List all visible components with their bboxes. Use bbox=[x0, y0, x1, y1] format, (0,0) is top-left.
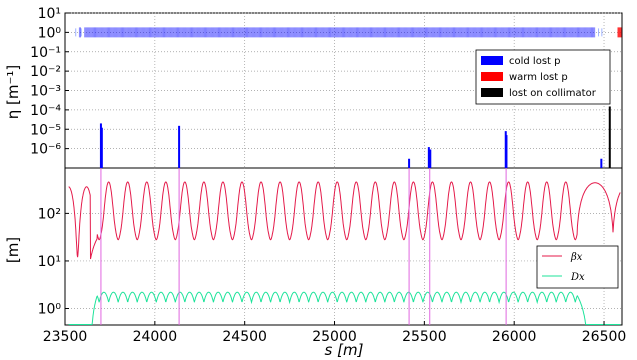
x-tick-label: 23500 bbox=[43, 329, 88, 345]
loss-bar bbox=[178, 125, 181, 168]
legend-label-dx: Dx bbox=[570, 272, 585, 283]
loss-map-y-tick-label: 10⁻⁵ bbox=[30, 122, 61, 138]
warm-element-marker bbox=[617, 27, 622, 38]
loss-map-y-tick-label: 10⁰ bbox=[38, 25, 62, 41]
x-tick-label: 24500 bbox=[222, 329, 267, 345]
loss-bar bbox=[505, 135, 508, 168]
optics-y-tick-label: 10² bbox=[38, 206, 61, 222]
loss-bar bbox=[429, 149, 432, 168]
x-tick-label: 24000 bbox=[133, 329, 178, 345]
loss-bar bbox=[408, 158, 411, 168]
betax-line bbox=[68, 181, 621, 260]
legend-label-collimator: lost on collimator bbox=[509, 88, 597, 99]
x-tick-label: 25000 bbox=[312, 329, 357, 345]
x-tick-label: 26000 bbox=[492, 329, 537, 345]
legend-swatch-warm bbox=[481, 72, 503, 81]
loss-bar bbox=[100, 127, 103, 168]
optics-legend: βx Dx bbox=[536, 245, 619, 289]
dx-line bbox=[68, 291, 621, 325]
loss-map-y-tick-label: 10⁻⁶ bbox=[30, 142, 61, 158]
loss-map-legend: cold lost p warm lost p lost on collimat… bbox=[475, 49, 611, 105]
optics-ylabel: [m] bbox=[4, 237, 22, 263]
loss-map-y-tick-label: 10⁻¹ bbox=[30, 45, 61, 61]
optics-axes bbox=[64, 167, 623, 326]
loss-bar bbox=[600, 158, 603, 168]
legend-label-cold: cold lost p bbox=[509, 56, 560, 67]
loss-map-ylabel: η [m⁻¹] bbox=[4, 65, 22, 120]
loss-map-y-tick-label: 10¹ bbox=[38, 6, 61, 22]
loss-bar bbox=[608, 106, 611, 168]
x-tick-label: 25500 bbox=[402, 329, 447, 345]
optics-y-tick-label: 10⁰ bbox=[38, 302, 62, 318]
optics-xlabel: s [m] bbox=[325, 341, 364, 359]
loss-bar bbox=[427, 147, 430, 168]
legend-swatch-collimator bbox=[481, 88, 503, 97]
legend-swatch-cold bbox=[481, 56, 503, 65]
legend-label-betax: βx bbox=[570, 252, 583, 263]
loss-map-y-tick-label: 10⁻² bbox=[30, 64, 61, 80]
loss-map-y-tick-label: 10⁻⁴ bbox=[30, 103, 61, 119]
optics-y-tick-label: 10¹ bbox=[38, 254, 61, 270]
loss-map-y-tick-label: 10⁻³ bbox=[30, 84, 61, 100]
legend-label-warm: warm lost p bbox=[509, 72, 568, 83]
x-tick-label: 26500 bbox=[582, 329, 627, 345]
